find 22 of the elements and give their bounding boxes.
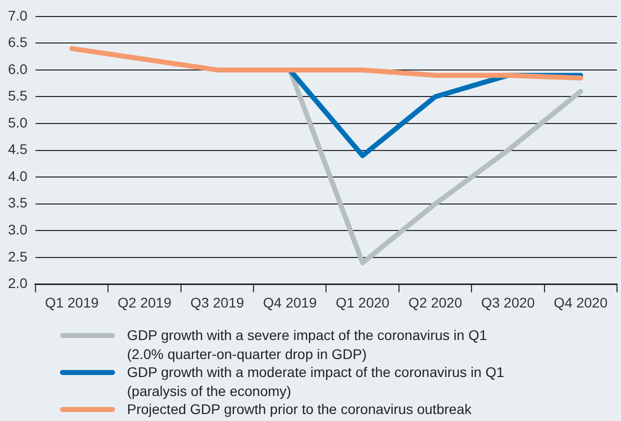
y-tick-label: 5.0: [8, 114, 28, 130]
legend-label: GDP growth with a moderate impact of the coronavirus in Q1 (paralysis of the economy): [127, 363, 504, 400]
x-tick-label: Q4 2020: [554, 294, 608, 310]
y-tick-label: 5.5: [8, 88, 28, 104]
y-tick-label: 4.0: [8, 168, 28, 184]
legend-label: Projected GDP growth prior to the coronavirus outbreak: [127, 400, 472, 418]
x-tick-label: Q2 2019: [118, 294, 172, 310]
y-tick-label: 2.0: [8, 275, 28, 292]
x-tick-label: Q3 2020: [481, 294, 536, 310]
x-tick-label: Q3 2019: [190, 294, 244, 310]
y-tick-label: 2.5: [8, 248, 28, 264]
y-tick-label: 6.5: [8, 34, 28, 50]
x-tick-label: Q4 2019: [263, 294, 317, 310]
legend-label: GDP growth with a severe impact of the coronavirus in Q1 (2.0% quarter-on-quarter drop in GDP): [127, 326, 488, 363]
y-tick-label: 3.5: [8, 194, 28, 211]
x-tick-label: Q1 2019: [44, 294, 99, 310]
y-tick-label: 7.0: [8, 7, 28, 24]
x-tick-label: Q1 2020: [336, 294, 390, 310]
x-tick-label: Q2 2020: [408, 294, 462, 310]
y-tick-label: 3.0: [8, 222, 28, 238]
y-tick-label: 4.5: [8, 141, 28, 158]
y-tick-label: 6.0: [8, 60, 28, 77]
